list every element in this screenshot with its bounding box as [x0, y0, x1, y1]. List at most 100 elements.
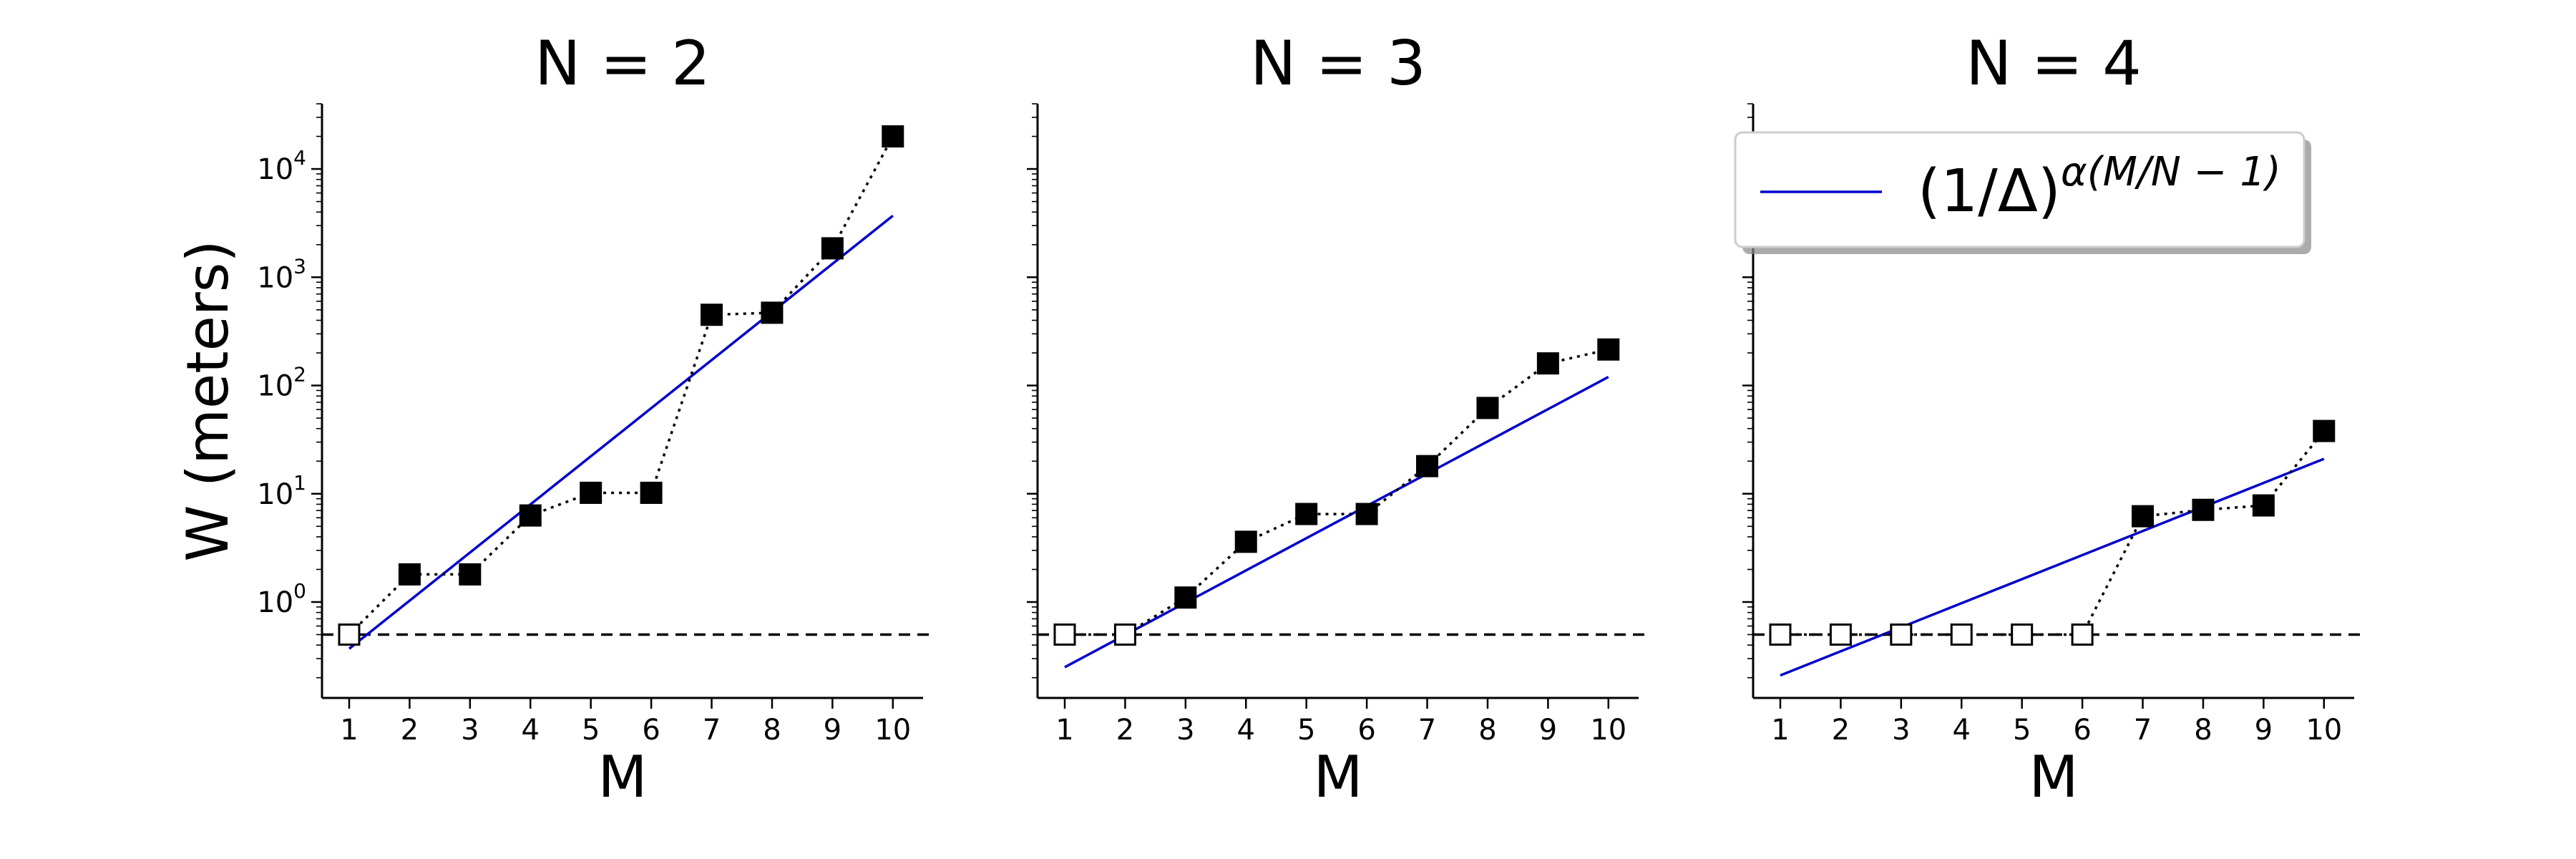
data-point-filled — [1295, 503, 1318, 525]
data-point-filled — [1174, 586, 1197, 609]
data-point-filled — [459, 563, 482, 586]
x-tick-label: 8 — [2194, 714, 2212, 747]
y-tick-label-base: 10 — [257, 261, 293, 294]
x-tick-label: 5 — [582, 714, 600, 747]
data-point-filled — [761, 301, 784, 324]
data-point-filled — [1476, 397, 1499, 419]
data-point-filled — [1597, 338, 1620, 361]
data-point-filled — [1234, 530, 1257, 553]
y-tick-label-exponent: 0 — [293, 579, 306, 603]
data-point-open — [1113, 623, 1136, 646]
y-tick-label-base: 10 — [257, 478, 293, 511]
y-tick-label: 104 — [257, 146, 306, 186]
data-point-filled — [398, 563, 421, 586]
data-point-open — [1053, 623, 1076, 646]
fit-line — [1780, 457, 2325, 677]
data-point-open — [1769, 623, 1792, 646]
data-point-filled — [701, 304, 723, 326]
data-point-open — [1829, 623, 1852, 646]
x-tick-label: 2 — [1116, 714, 1134, 747]
data-point-open — [1890, 623, 1913, 646]
data-point-filled — [519, 504, 542, 527]
data-series-line — [348, 135, 894, 636]
x-tick-label: 6 — [2073, 714, 2091, 747]
fit-line — [1064, 376, 1609, 669]
y-tick-label: 103 — [257, 254, 306, 294]
x-tick-label: 10 — [1590, 714, 1626, 747]
x-tick-label: 5 — [2013, 714, 2031, 747]
x-tick-label: 9 — [1539, 714, 1557, 747]
x-tick-label: 3 — [461, 714, 479, 747]
y-tick-label-base: 10 — [257, 153, 293, 186]
x-tick-label: 1 — [1771, 714, 1789, 747]
y-tick-label-exponent: 3 — [293, 254, 306, 278]
data-point-filled — [2132, 505, 2155, 528]
x-tick-label: 3 — [1892, 714, 1910, 747]
y-tick-label: 101 — [257, 471, 306, 511]
legend-label-base: (1/Δ) — [1918, 157, 2061, 225]
legend-label-exponent-alpha: α — [2061, 149, 2087, 195]
data-point-open — [2071, 623, 2094, 646]
data-point-filled — [2313, 419, 2336, 442]
x-tick-label: 10 — [874, 714, 911, 747]
chart-title: N = 2 — [535, 28, 711, 100]
x-axis-label: M — [597, 744, 647, 810]
x-tick-label: 7 — [1418, 714, 1436, 747]
y-tick-label-exponent: 4 — [293, 146, 306, 170]
y-axis-label: W (meters) — [175, 240, 241, 561]
x-tick-label: 4 — [1953, 714, 1971, 747]
y-tick-label-exponent: 1 — [293, 471, 306, 495]
fit-line — [348, 214, 894, 650]
y-tick-label-exponent: 2 — [293, 363, 306, 387]
x-tick-label: 8 — [763, 714, 781, 747]
y-tick-label-base: 10 — [257, 370, 293, 403]
y-tick-label: 100 — [257, 579, 306, 619]
x-axis-label: M — [2029, 744, 2078, 810]
data-point-filled — [1536, 352, 1559, 375]
x-tick-label: 5 — [1297, 714, 1315, 747]
x-tick-label: 8 — [1478, 714, 1496, 747]
legend-label: (1/Δ)α(M/N − 1) — [1918, 149, 2281, 225]
data-point-filled — [2192, 498, 2215, 521]
chart-title: N = 3 — [1250, 28, 1426, 100]
data-point-filled — [882, 125, 904, 148]
legend-label-exponent-rest: (M/N − 1) — [2087, 149, 2281, 195]
x-tick-label: 9 — [2255, 714, 2273, 747]
data-point-filled — [1355, 503, 1378, 525]
x-tick-label: 6 — [1357, 714, 1375, 747]
chart-title: N = 4 — [1966, 28, 2142, 100]
y-tick-label-base: 10 — [257, 586, 293, 619]
data-point-filled — [1416, 455, 1439, 477]
x-tick-label: 1 — [340, 714, 358, 747]
x-tick-label: 10 — [2306, 714, 2342, 747]
x-tick-label: 1 — [1055, 714, 1073, 747]
x-tick-label: 2 — [1832, 714, 1850, 747]
y-minor-ticks — [316, 103, 322, 679]
data-point-filled — [640, 481, 663, 504]
x-tick-label: 3 — [1176, 714, 1194, 747]
data-point-filled — [580, 481, 602, 504]
legend-box — [1734, 131, 2306, 248]
panel-n4: N = 4 1 2 3 4 5 6 7 8 9 10 M (1/Δ)α(M/N − 1) — [1734, 28, 2361, 810]
data-point-open — [2011, 623, 2034, 646]
y-minor-ticks — [1032, 103, 1038, 679]
x-tick-label: 7 — [703, 714, 721, 747]
data-point-filled — [821, 237, 844, 260]
x-tick-label: 4 — [1237, 714, 1255, 747]
data-series-line — [1065, 348, 1609, 636]
panel-n3: N = 3 1 2 3 4 5 6 7 8 9 10 M — [1027, 28, 1646, 810]
x-tick-label: 2 — [401, 714, 419, 747]
x-tick-label: 9 — [824, 714, 841, 747]
x-tick-label: 7 — [2134, 714, 2152, 747]
y-tick-label: 102 — [257, 363, 306, 403]
data-point-open — [1950, 623, 1973, 646]
x-tick-label: 6 — [642, 714, 660, 747]
data-point-filled — [2252, 494, 2275, 517]
x-tick-label: 4 — [522, 714, 540, 747]
data-point-open — [338, 623, 361, 646]
x-axis-label: M — [1313, 744, 1362, 810]
